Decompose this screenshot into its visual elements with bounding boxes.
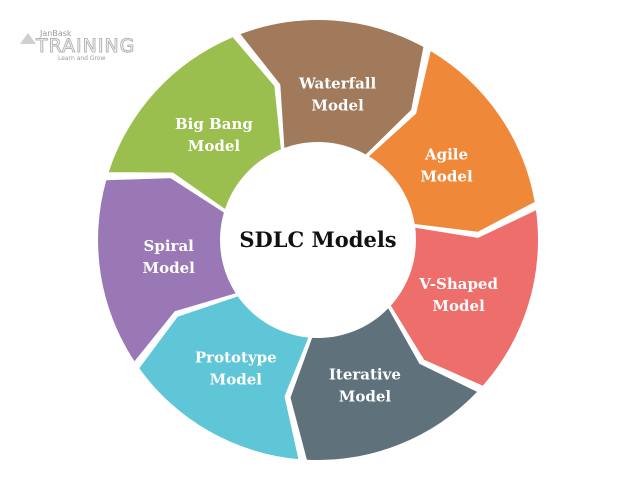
segment-label-agile: Agile Model — [420, 146, 473, 186]
segment-label-line: Model — [210, 371, 263, 389]
segment-label-waterfall: Waterfall Model — [298, 74, 377, 114]
segment-shape-spiral — [98, 178, 239, 362]
segment-label-line: Spiral — [144, 237, 195, 255]
center-title: SDLC Models — [239, 227, 396, 252]
segment-label-line: Prototype — [195, 349, 277, 367]
segment-shape-v-shaped — [389, 210, 539, 386]
segment-label-iterative: Iterative Model — [329, 366, 401, 406]
segment-iterative: Iterative Model — [290, 305, 478, 460]
segment-shape-prototype — [139, 295, 310, 460]
logo-tagline: Learn and Grow — [58, 55, 106, 62]
segment-label-line: V-Shaped — [418, 275, 498, 293]
segment-label-line: Model — [432, 297, 485, 315]
segment-label-line: Waterfall — [298, 74, 377, 92]
segment-label-big-bang: Big Bang Model — [175, 115, 253, 155]
janbask-training-logo: JanBask TRAINING Learn and Grow — [20, 29, 135, 62]
segment-label-line: Model — [188, 137, 241, 155]
segment-label-line: Model — [420, 168, 473, 186]
center-hub: SDLC Models — [220, 142, 416, 338]
segment-label-line: Agile — [424, 146, 468, 164]
segment-prototype: Prototype Model — [139, 295, 310, 460]
logo-mark-icon — [20, 33, 36, 44]
segment-label-spiral: Spiral Model — [143, 237, 196, 277]
segment-label-line: Model — [339, 388, 392, 406]
segment-shape-agile — [366, 51, 535, 232]
segment-label-line: Model — [311, 96, 364, 114]
segment-big-bang: Big Bang Model — [108, 37, 282, 211]
segment-label-v-shaped: V-Shaped Model — [418, 275, 498, 315]
logo-brand-top: JanBask — [39, 29, 72, 38]
segment-shape-waterfall — [240, 20, 424, 157]
segment-spiral: Spiral Model — [98, 178, 239, 362]
segment-shape-big-bang — [108, 37, 282, 211]
segment-agile: Agile Model — [366, 51, 535, 232]
segment-label-line: Model — [143, 259, 196, 277]
segment-shape-iterative — [290, 305, 478, 460]
center-circle — [220, 142, 416, 338]
segment-waterfall: Waterfall Model — [240, 20, 424, 157]
logo-brand-main: TRAINING — [35, 35, 135, 57]
segment-label-line: Big Bang — [175, 115, 253, 133]
segment-v-shaped: V-Shaped Model — [389, 210, 539, 386]
segment-label-line: Iterative — [329, 366, 401, 384]
segment-label-prototype: Prototype Model — [195, 349, 277, 389]
